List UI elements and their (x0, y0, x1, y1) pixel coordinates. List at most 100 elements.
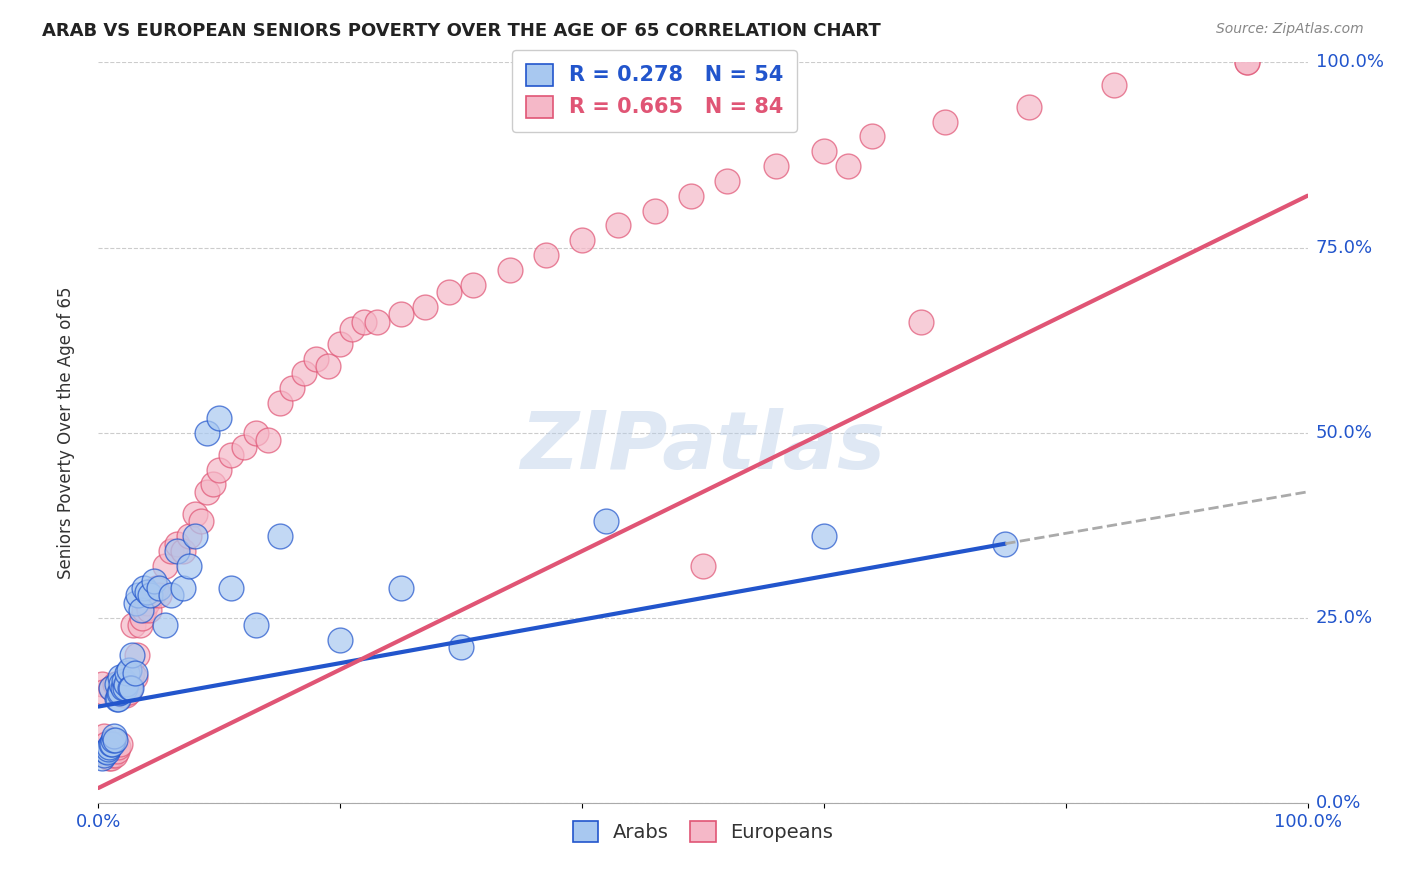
Point (114, 681, 136, 695)
Point (98, 740, 121, 755)
Point (124, 666, 146, 681)
Point (413, 300, 436, 314)
Point (100, 737, 122, 751)
Point (103, 740, 125, 755)
Point (269, 529, 291, 543)
Point (202, 477, 225, 491)
Point (108, 685, 131, 699)
Point (134, 603, 156, 617)
Point (644, 203, 666, 218)
Point (94, 744, 117, 758)
Point (172, 581, 194, 595)
Point (100, 681, 122, 695)
Text: 25.0%: 25.0% (1316, 608, 1374, 627)
Point (172, 544, 194, 558)
Point (143, 574, 166, 588)
Point (1018, 100, 1040, 114)
Point (245, 618, 267, 632)
Point (813, 529, 835, 543)
Point (160, 589, 183, 603)
Point (208, 462, 231, 476)
Point (118, 681, 141, 695)
Point (121, 666, 143, 681)
Point (91, 677, 114, 691)
Point (108, 670, 131, 684)
Point (221, 581, 243, 595)
Point (450, 640, 472, 655)
Point (105, 744, 128, 758)
Point (98, 751, 121, 765)
Point (108, 737, 131, 751)
Point (104, 677, 127, 691)
Point (111, 681, 134, 695)
Point (100, 751, 122, 765)
Point (93, 729, 115, 743)
Point (112, 673, 135, 688)
Point (232, 441, 254, 455)
Point (101, 744, 124, 758)
Point (138, 603, 160, 617)
Point (498, 262, 520, 277)
Point (139, 589, 162, 603)
Legend: Arabs, Europeans: Arabs, Europeans (565, 814, 841, 849)
Point (135, 596, 157, 610)
Point (115, 689, 138, 703)
Point (269, 396, 291, 410)
Point (148, 589, 170, 603)
Point (129, 603, 152, 617)
Point (115, 677, 138, 691)
Point (463, 277, 485, 292)
Point (342, 322, 364, 336)
Text: 0.0%: 0.0% (1316, 794, 1361, 812)
Point (1236, 55, 1258, 70)
Point (160, 544, 183, 558)
Point (105, 692, 128, 706)
Point (108, 686, 131, 700)
Point (389, 307, 412, 321)
Point (316, 359, 339, 373)
Text: ARAB VS EUROPEAN SENIORS POVERTY OVER THE AGE OF 65 CORRELATION CHART: ARAB VS EUROPEAN SENIORS POVERTY OVER TH… (42, 22, 882, 40)
Point (131, 610, 153, 624)
Point (716, 174, 738, 188)
Point (353, 314, 375, 328)
Text: 100.0%: 100.0% (1316, 54, 1384, 71)
Point (245, 425, 267, 440)
Point (96, 746, 118, 760)
Point (117, 681, 139, 695)
Point (121, 648, 143, 662)
Point (117, 666, 139, 681)
Point (120, 681, 142, 695)
Point (118, 681, 141, 695)
Point (208, 410, 231, 425)
Point (100, 747, 122, 762)
Point (103, 729, 125, 743)
Point (110, 681, 132, 695)
Point (142, 589, 165, 603)
Point (860, 129, 883, 144)
Point (108, 685, 131, 699)
Point (679, 188, 702, 202)
Point (179, 558, 201, 573)
Point (1236, 55, 1258, 70)
Point (94, 737, 117, 751)
Point (153, 618, 176, 632)
Point (607, 219, 630, 233)
Point (105, 677, 128, 691)
Text: Source: ZipAtlas.com: Source: ZipAtlas.com (1216, 22, 1364, 37)
Point (153, 558, 176, 573)
Point (305, 351, 328, 366)
Point (1102, 78, 1125, 92)
Point (96, 744, 118, 758)
Text: ZIPatlas: ZIPatlas (520, 409, 886, 486)
Point (97, 742, 120, 756)
Point (837, 159, 859, 173)
Point (534, 248, 557, 262)
Point (91, 685, 114, 699)
Point (97, 747, 120, 762)
Point (112, 677, 135, 691)
Point (221, 448, 243, 462)
Point (107, 692, 129, 706)
Point (329, 632, 352, 647)
Point (93, 747, 115, 762)
Point (124, 670, 146, 684)
